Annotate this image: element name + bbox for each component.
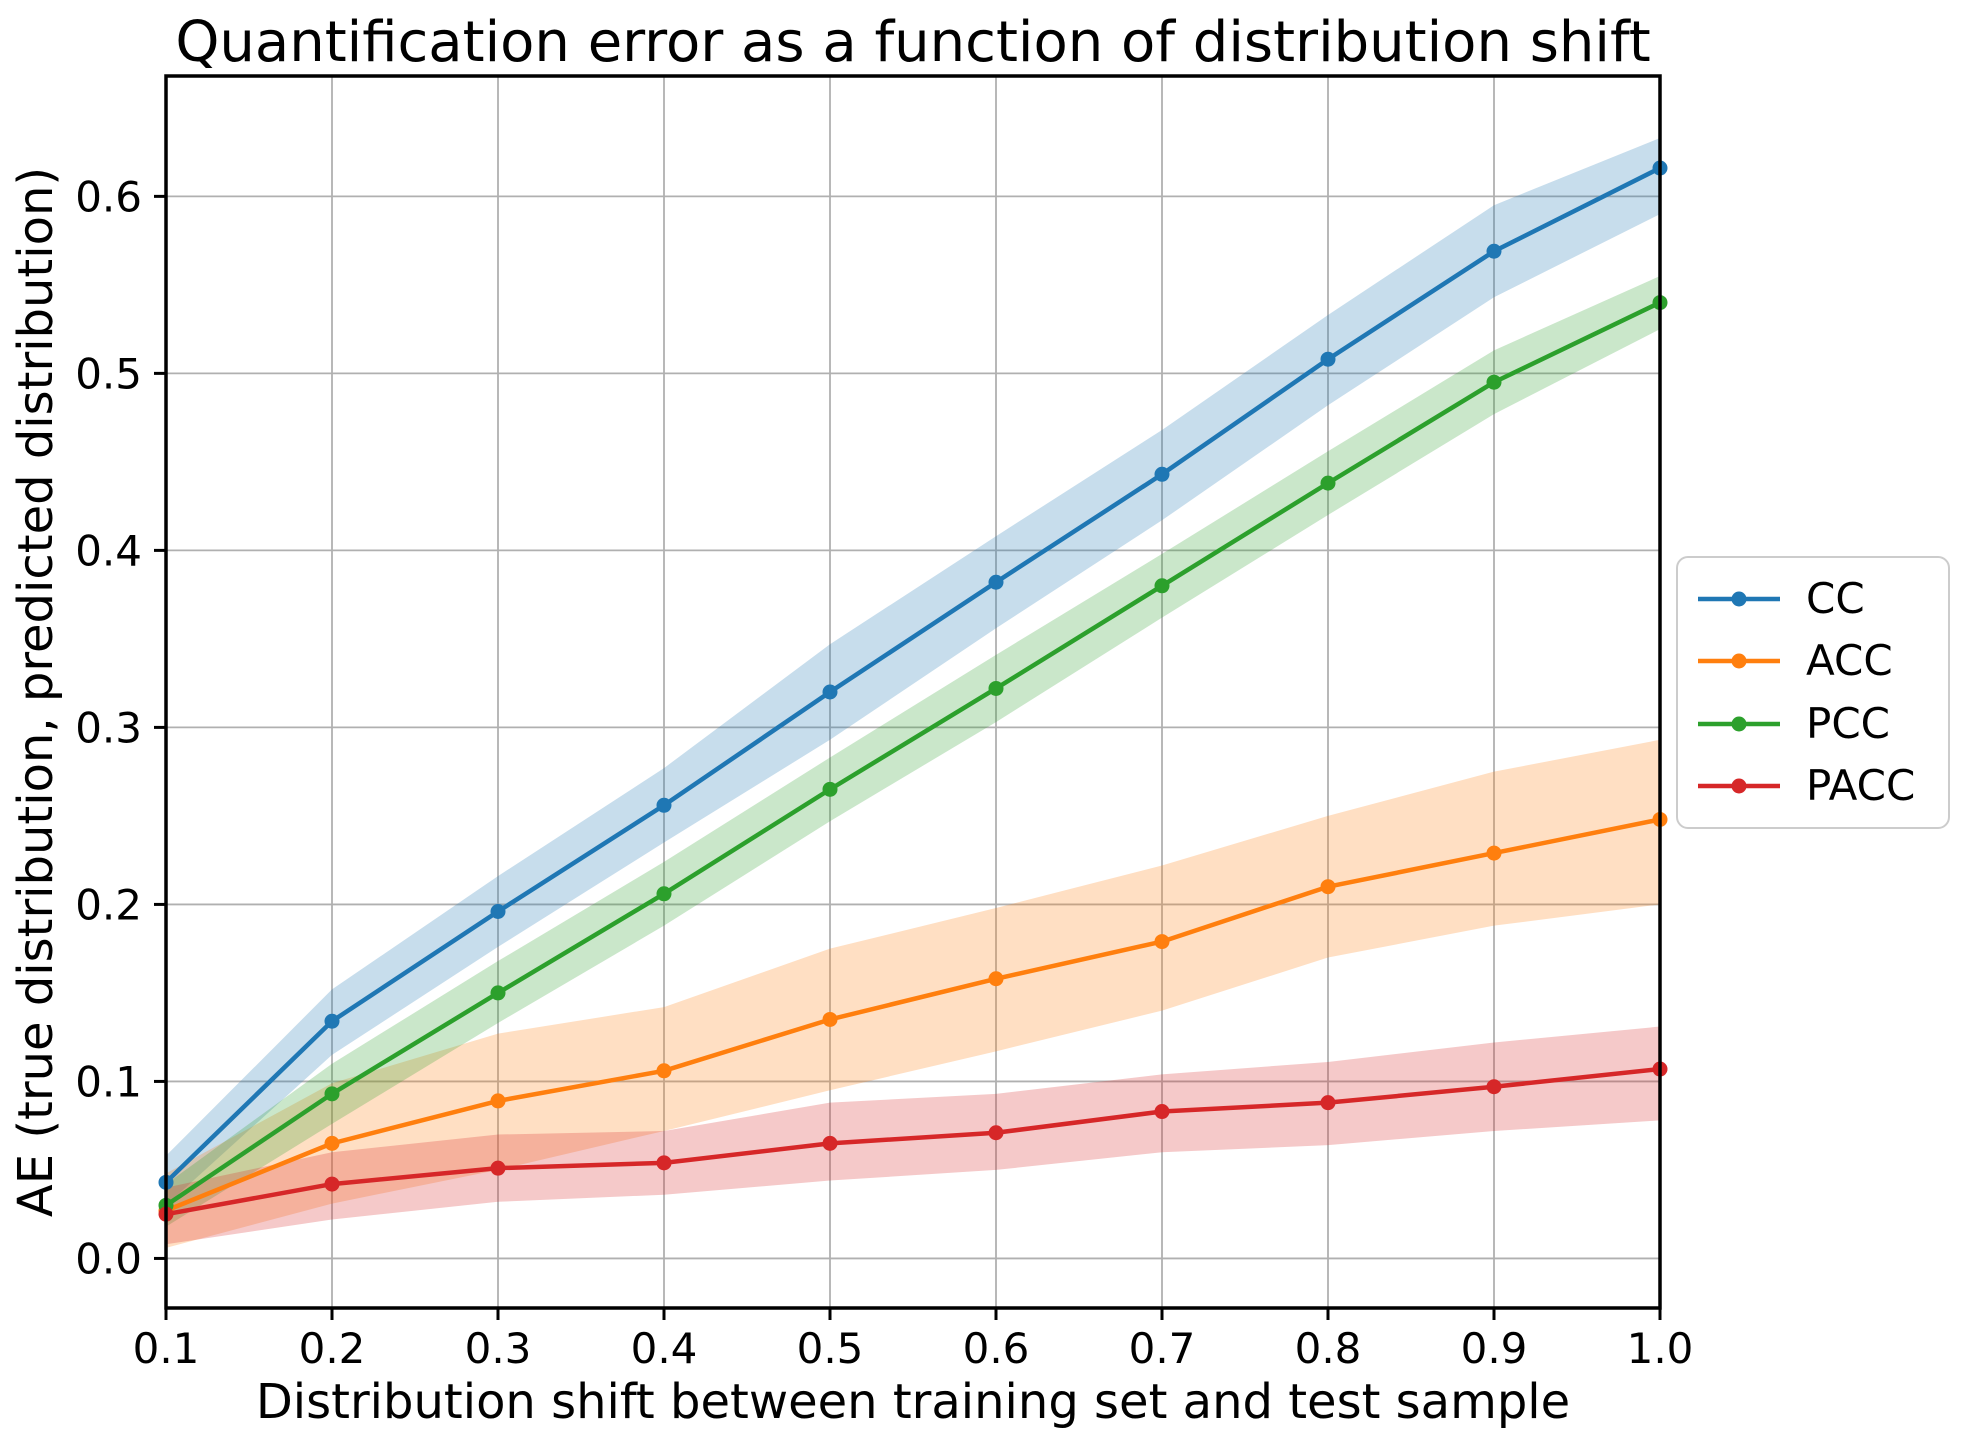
series-marker-PACC: [324, 1176, 340, 1192]
series-marker-CC: [490, 903, 506, 919]
x-tick-label: 1.0: [1627, 1324, 1694, 1373]
series-marker-PACC: [1320, 1095, 1336, 1111]
series-marker-ACC: [1320, 879, 1336, 895]
y-tick-label: 0.6: [75, 172, 142, 221]
y-tick-label: 0.2: [75, 880, 142, 929]
series-marker-PCC: [822, 781, 838, 797]
series-marker-PACC: [656, 1155, 672, 1171]
series-marker-PCC: [1486, 374, 1502, 390]
plot-border: [164, 74, 1662, 1310]
series-marker-PACC: [988, 1125, 1004, 1141]
series-marker-PCC: [1320, 475, 1336, 491]
series-line-CC: [163, 165, 1663, 1185]
series-marker-CC: [988, 574, 1004, 590]
legend-line-sample-icon: [1698, 591, 1780, 607]
y-tick-label: 0.5: [75, 349, 142, 398]
x-tick-label: 0.9: [1461, 1324, 1528, 1373]
series-marker-PACC: [490, 1160, 506, 1176]
legend-line-sample-icon: [1698, 778, 1780, 794]
series-marker-CC: [1154, 466, 1170, 482]
legend-marker: [1731, 778, 1747, 794]
legend-marker: [1731, 591, 1747, 607]
legend-marker: [1731, 716, 1747, 732]
series-marker-CC: [656, 797, 672, 813]
y-tick-label: 0.3: [75, 703, 142, 752]
series-marker-PCC: [490, 985, 506, 1001]
legend-label: ACC: [1806, 636, 1893, 686]
y-axis-label: AE (true distribution, predicted distrib…: [8, 166, 64, 1218]
series-marker-ACC: [1154, 934, 1170, 950]
series-line-PACC: [163, 1066, 1663, 1217]
legend-item-PACC: PACC: [1694, 760, 1948, 810]
series-marker-ACC: [822, 1011, 838, 1027]
legend-item-ACC: ACC: [1694, 640, 1948, 682]
x-tick-label: 0.1: [133, 1324, 200, 1373]
x-tick-label: 0.5: [797, 1324, 864, 1373]
x-axis-label: Distribution shift between training set …: [255, 1374, 1571, 1430]
x-tick-label: 0.3: [465, 1324, 532, 1373]
x-tick-label: 0.8: [1295, 1324, 1362, 1373]
series-marker-ACC: [988, 971, 1004, 987]
legend-marker: [1731, 653, 1747, 669]
series-marker-PCC: [656, 886, 672, 902]
series-marker-ACC: [1486, 845, 1502, 861]
x-tick-label: 0.4: [631, 1324, 698, 1373]
legend-label: PCC: [1806, 698, 1890, 748]
series-marker-ACC: [656, 1063, 672, 1079]
series-band-PCC: [166, 276, 1660, 1227]
series-marker-PACC: [1154, 1104, 1170, 1120]
x-tick-label: 0.7: [1129, 1324, 1196, 1373]
series-marker-CC: [822, 684, 838, 700]
y-tick-label: 0.0: [75, 1234, 142, 1283]
series-band-ACC: [166, 739, 1660, 1248]
series-line-PCC: [163, 300, 1663, 1208]
y-tick-label: 0.4: [75, 526, 142, 575]
legend-line-sample-icon: [1698, 653, 1780, 669]
legend-label: CC: [1806, 574, 1865, 624]
series-marker-PACC: [1486, 1079, 1502, 1095]
series-marker-ACC: [324, 1135, 340, 1151]
series-marker-CC: [1486, 243, 1502, 259]
series-marker-PCC: [1154, 578, 1170, 594]
y-tick-label: 0.1: [75, 1057, 142, 1106]
legend-line-sample-icon: [1698, 716, 1780, 732]
series-marker-CC: [1320, 351, 1336, 367]
series-marker-PCC: [324, 1086, 340, 1102]
x-tick-label: 0.6: [963, 1324, 1030, 1373]
legend-item-CC: CC: [1694, 578, 1948, 620]
series-marker-ACC: [490, 1093, 506, 1109]
series-line-ACC: [163, 817, 1663, 1213]
chart-title: Quantification error as a function of di…: [175, 10, 1651, 75]
legend-item-PCC: PCC: [1694, 698, 1948, 748]
x-tick-label: 0.2: [299, 1324, 366, 1373]
series-band-PACC: [166, 1026, 1660, 1245]
series-marker-PCC: [988, 680, 1004, 696]
series-band-CC: [166, 137, 1660, 1206]
series-marker-CC: [324, 1013, 340, 1029]
series-marker-PACC: [822, 1135, 838, 1151]
legend-label: PACC: [1806, 760, 1916, 810]
legend: CC ACC PCC PACC: [1676, 556, 1950, 829]
